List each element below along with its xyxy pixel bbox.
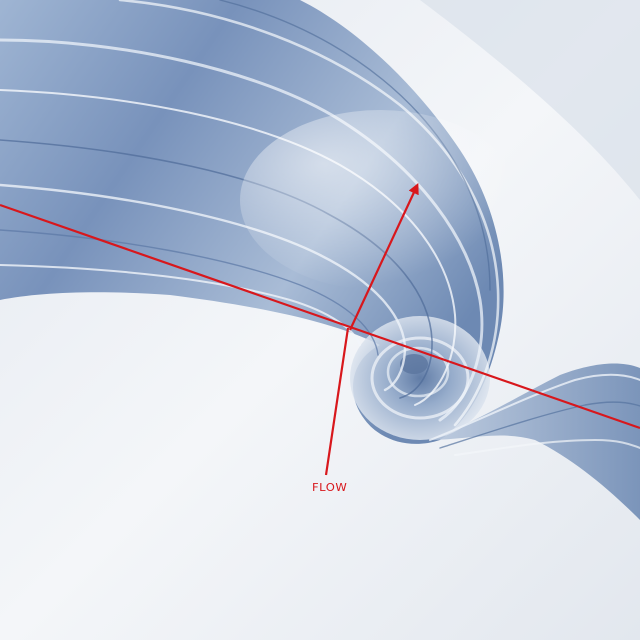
- wave-tail: [430, 363, 640, 520]
- vertical-line: [324, 327, 350, 476]
- flow-label: FLOW: [312, 481, 348, 494]
- flow-arrow: [349, 183, 419, 331]
- vortex: [350, 316, 490, 440]
- shadow-region: [420, 0, 640, 200]
- diagonal-line: [0, 203, 640, 430]
- annotation-lines: [0, 183, 640, 476]
